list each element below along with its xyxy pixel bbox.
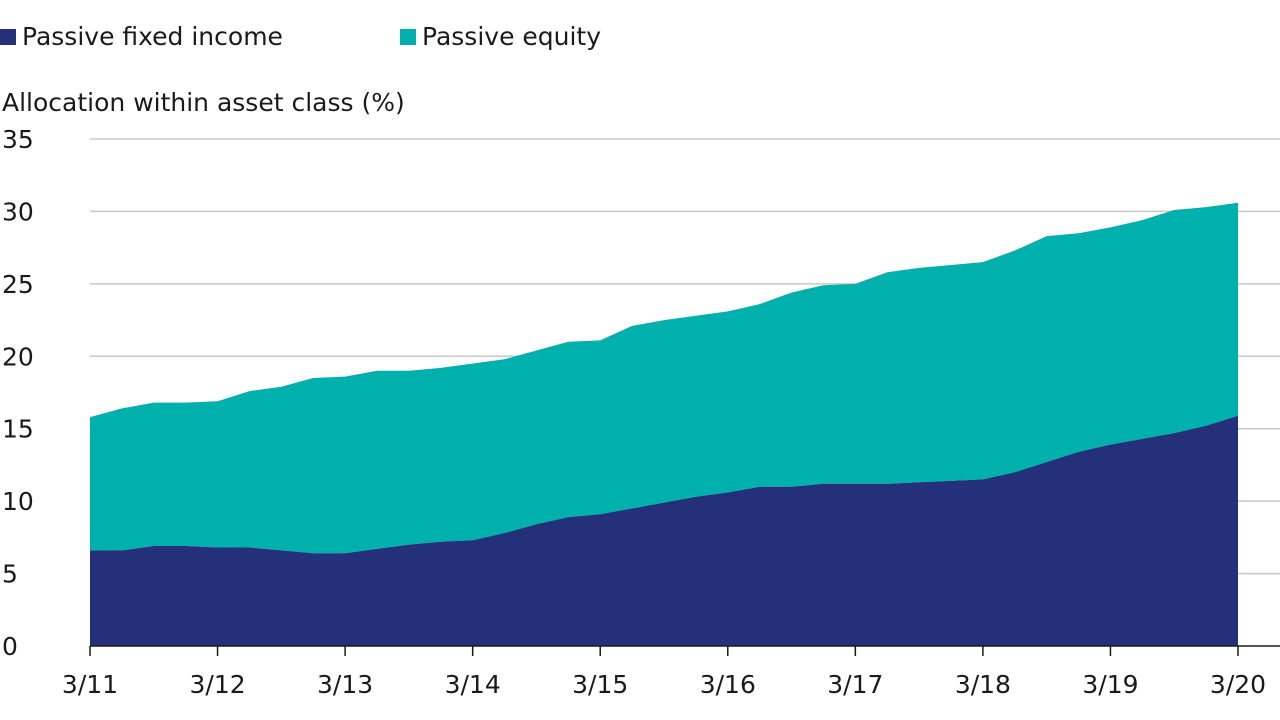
x-tick-label: 3/19 <box>1082 670 1138 699</box>
y-tick-label: 10 <box>2 487 34 516</box>
legend-swatch-fixed-income <box>0 29 16 45</box>
x-tick-label: 3/20 <box>1210 670 1266 699</box>
x-tick-label: 3/12 <box>189 670 245 699</box>
x-tick-label: 3/13 <box>317 670 373 699</box>
y-tick-label: 30 <box>2 197 34 226</box>
x-tick-label: 3/14 <box>445 670 501 699</box>
x-tick-label: 3/16 <box>700 670 756 699</box>
legend: Passive fixed income Passive equity <box>0 20 800 54</box>
y-tick-label: 35 <box>2 125 34 154</box>
legend-item-fixed-income: Passive fixed income <box>0 20 283 54</box>
x-tick-label: 3/18 <box>955 670 1011 699</box>
area-passive-fixed-income <box>90 415 1238 646</box>
y-tick-label: 25 <box>2 270 34 299</box>
legend-item-equity: Passive equity <box>400 20 601 54</box>
legend-swatch-equity <box>400 29 416 45</box>
legend-label-fixed-income: Passive fixed income <box>22 22 283 51</box>
y-tick-label: 5 <box>2 560 18 589</box>
legend-label-equity: Passive equity <box>422 22 602 51</box>
y-axis: 0 5 10 15 20 25 30 35 <box>2 125 34 661</box>
y-tick-label: 15 <box>2 415 34 444</box>
x-axis: 3/11 3/12 3/13 3/14 3/15 3/16 3/17 3/18 3/19 3/20 <box>62 645 1280 699</box>
plot-area <box>90 202 1238 646</box>
y-axis-title: Allocation within asset class (%) <box>2 88 405 117</box>
x-tick-label: 3/11 <box>62 670 118 699</box>
y-tick-label: 20 <box>2 342 34 371</box>
x-tick-label: 3/17 <box>827 670 883 699</box>
x-tick-label: 3/15 <box>572 670 628 699</box>
area-passive-equity <box>90 202 1238 554</box>
y-tick-label: 0 <box>2 632 18 661</box>
